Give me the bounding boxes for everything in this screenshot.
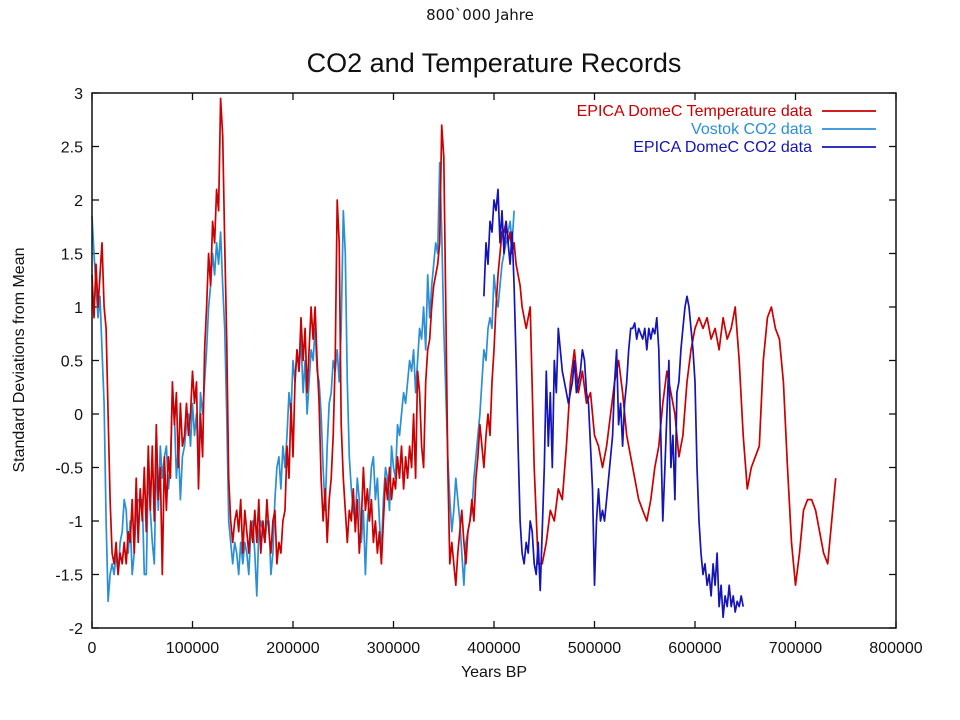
y-axis-label: Standard Deviations from Mean (11, 248, 28, 473)
y-tick-label: 2 (74, 193, 83, 210)
slide-title: 800`000 Jahre (426, 6, 534, 24)
y-tick-label: -1.5 (55, 568, 83, 585)
y-tick-label: 3 (74, 86, 83, 103)
series-group (91, 97, 837, 619)
y-tick-label: 0.5 (61, 354, 83, 371)
series-line-epica-domec-co2-data (483, 188, 745, 619)
series-line-epica-domec-temperature-data (91, 97, 837, 587)
legend-label-vostok-co2-data: Vostok CO2 data (691, 121, 812, 138)
y-tick-label: 1.5 (61, 247, 83, 264)
y-tick-label: 2.5 (61, 140, 83, 157)
axis-ticks: 0 100000 200000 300000 400000 500000 600000 700… (55, 86, 922, 657)
x-tick-label: 400000 (467, 640, 520, 657)
x-tick-label: 200000 (266, 640, 319, 657)
y-tick-label: 1 (74, 300, 83, 317)
x-tick-label: 300000 (367, 640, 420, 657)
x-axis-label: Years BP (461, 664, 527, 681)
chart-title: CO2 and Temperature Records (307, 48, 682, 78)
plot-frame (91, 92, 897, 629)
legend-label-epica-domec-co2-data: EPICA DomeC CO2 data (633, 139, 812, 156)
y-tick-label: -0.5 (55, 461, 83, 478)
x-tick-label: 600000 (668, 640, 721, 657)
y-tick-label: -1 (69, 514, 83, 531)
legend-label-epica-domec-temperature-data: EPICA DomeC Temperature data (577, 103, 812, 120)
x-tick-label: 0 (88, 640, 97, 657)
y-tick-label: -2 (69, 621, 83, 638)
x-tick-label: 500000 (568, 640, 621, 657)
series-line-vostok-co2-data (91, 161, 515, 603)
y-tick-label: 0 (74, 407, 83, 424)
x-tick-label: 700000 (769, 640, 822, 657)
x-tick-label: 800000 (869, 640, 922, 657)
x-tick-label: 100000 (166, 640, 219, 657)
